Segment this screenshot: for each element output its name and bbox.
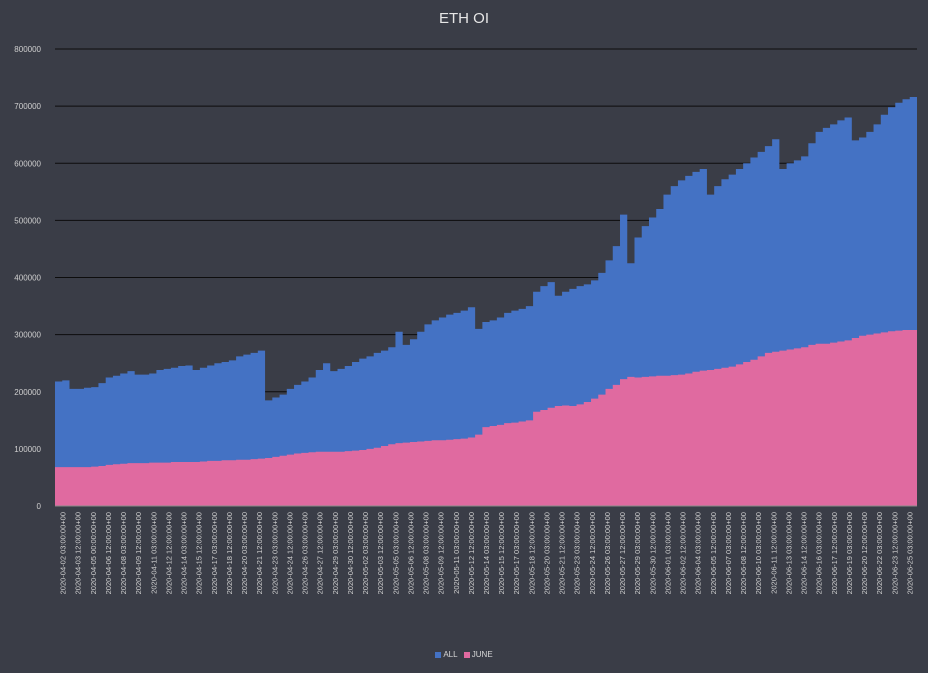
y-tick-label: 500000 [14, 216, 41, 225]
x-tick-label: 2020-04-30 12:00:00+00 [346, 512, 355, 594]
y-tick-label: 0 [37, 502, 42, 511]
x-tick-label: 2020-05-05 03:00:00+00 [391, 512, 400, 594]
legend-swatch-june [463, 651, 470, 658]
x-tick-label: 2020-05-15 12:00:00+00 [497, 512, 506, 594]
legend-label-june: JUNE [471, 650, 493, 659]
x-tick-label: 2020-06-23 12:00:00+00 [890, 512, 899, 594]
x-tick-label: 2020-05-29 03:00:00+00 [633, 512, 642, 594]
x-tick-label: 2020-05-20 03:00:00+00 [542, 512, 551, 594]
x-tick-label: 2020-04-27 12:00:00+00 [316, 512, 325, 594]
x-tick-label: 2020-06-17 12:00:00+00 [830, 512, 839, 594]
x-tick-label: 2020-05-17 03:00:00+00 [512, 512, 521, 594]
x-tick-label: 2020-05-08 03:00:00+00 [422, 512, 431, 594]
legend-swatch-all [435, 651, 442, 658]
legend-label-all: ALL [443, 650, 458, 659]
x-tick-label: 2020-05-03 12:00:00+00 [376, 512, 385, 594]
x-tick-label: 2020-06-14 12:00:00+00 [800, 512, 809, 594]
x-tick-label: 2020-04-29 03:00:00+00 [331, 512, 340, 594]
x-tick-label: 2020-04-03 12:00:00+00 [74, 512, 83, 594]
x-tick-label: 2020-04-06 12:00:00+00 [104, 512, 113, 594]
y-tick-label: 200000 [14, 388, 41, 397]
y-tick-label: 300000 [14, 331, 41, 340]
x-tick-label: 2020-05-11 03:00:00+00 [452, 512, 461, 594]
x-tick-label: 2020-04-24 12:00:00+00 [285, 512, 294, 594]
x-tick-label: 2020-04-02 03:00:00+00 [59, 512, 68, 594]
x-tick-label: 2020-05-06 12:00:00+00 [406, 512, 415, 594]
y-tick-label: 600000 [14, 159, 41, 168]
x-tick-label: 2020-05-02 03:00:00+00 [361, 512, 370, 594]
x-tick-label: 2020-06-10 03:00:00+00 [754, 512, 763, 594]
x-tick-label: 2020-06-04 03:00:00+00 [694, 512, 703, 594]
x-tick-label: 2020-06-07 03:00:00+00 [724, 512, 733, 594]
x-tick-label: 2020-06-05 12:00:00+00 [709, 512, 718, 594]
y-tick-label: 400000 [14, 274, 41, 283]
x-tick-label: 2020-06-13 03:00:00+00 [784, 512, 793, 594]
x-tick-label: 2020-06-01 03:00:00+00 [663, 512, 672, 594]
x-tick-label: 2020-05-21 12:00:00+00 [558, 512, 567, 594]
x-tick-label: 2020-06-08 12:00:00+00 [739, 512, 748, 594]
x-tick-label: 2020-04-11 03:00:00+00 [149, 512, 158, 594]
x-tick-label: 2020-05-26 03:00:00+00 [603, 512, 612, 594]
x-tick-label: 2020-04-09 12:00:00+00 [134, 512, 143, 594]
x-tick-label: 2020-04-12 12:00:00+00 [164, 512, 173, 594]
x-tick-label: 2020-06-22 03:00:00+00 [875, 512, 884, 594]
x-tick-label: 2020-04-05 00:00:00+00 [89, 512, 98, 594]
x-tick-label: 2020-06-20 12:00:00+00 [860, 512, 869, 594]
x-tick-label: 2020-04-23 03:00:00+00 [270, 512, 279, 594]
x-tick-label: 2020-06-02 12:00:00+00 [679, 512, 688, 594]
y-tick-label: 700000 [14, 102, 41, 111]
legend: ALL JUNE [0, 650, 928, 660]
x-tick-label: 2020-04-26 03:00:00+00 [301, 512, 310, 594]
y-tick-label: 800000 [14, 45, 41, 54]
x-tick-label: 2020-04-15 12:00:00+00 [195, 512, 204, 594]
x-tick-label: 2020-04-17 03:00:00+00 [210, 512, 219, 594]
x-tick-label: 2020-06-25 03:00:00+00 [905, 512, 914, 594]
y-tick-label: 100000 [14, 445, 41, 454]
x-tick-label: 2020-05-09 12:00:00+00 [437, 512, 446, 594]
x-tick-label: 2020-04-20 03:00:00+00 [240, 512, 249, 594]
x-tick-label: 2020-05-18 12:00:00+00 [527, 512, 536, 594]
x-tick-label: 2020-04-14 03:00:00+00 [180, 512, 189, 594]
x-tick-label: 2020-06-19 03:00:00+00 [845, 512, 854, 594]
x-tick-label: 2020-05-23 03:00:00+00 [573, 512, 582, 594]
chart-title: ETH OI [438, 10, 489, 27]
legend-item-all: ALL [435, 650, 458, 659]
x-tick-label: 2020-06-16 03:00:00+00 [815, 512, 824, 594]
series-area-june [55, 330, 917, 506]
x-tick-label: 2020-06-11 12:00:00+00 [769, 512, 778, 594]
x-tick-label: 2020-04-08 03:00:00+00 [119, 512, 128, 594]
x-tick-label: 2020-04-18 12:00:00+00 [225, 512, 234, 594]
x-tick-label: 2020-05-27 12:00:00+00 [618, 512, 627, 594]
x-tick-label: 2020-05-30 12:00:00+00 [648, 512, 657, 594]
x-tick-label: 2020-05-24 12:00:00+00 [588, 512, 597, 594]
x-tick-label: 2020-05-12 12:00:00+00 [467, 512, 476, 594]
x-tick-label: 2020-04-21 12:00:00+00 [255, 512, 264, 594]
x-tick-label: 2020-05-14 03:00:00+00 [482, 512, 491, 594]
legend-item-june: JUNE [463, 650, 493, 659]
